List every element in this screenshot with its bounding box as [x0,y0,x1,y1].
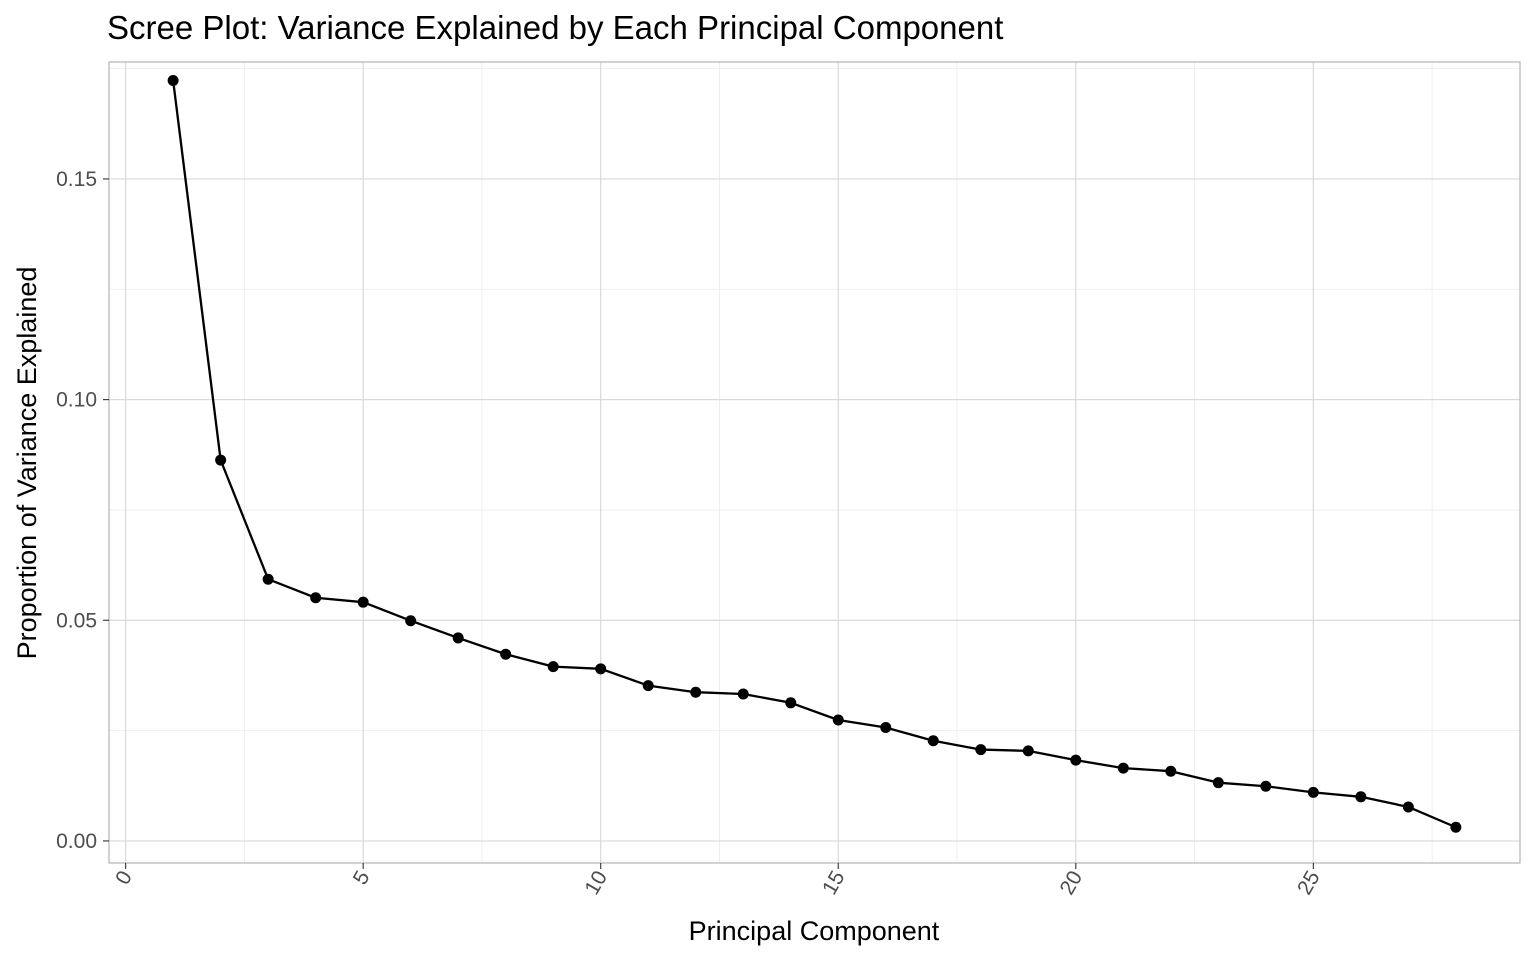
gridlines [109,62,1520,863]
x-axis-title: Principal Component [689,916,940,946]
data-point [832,714,844,726]
data-point [405,615,417,627]
y-axis-title: Proportion of Variance Explained [12,267,42,660]
data-point [880,722,892,734]
y-tick-label: 0.10 [56,389,97,412]
data-point [215,454,227,466]
data-point [547,661,559,673]
data-point [642,680,654,692]
data-point [1402,801,1414,813]
data-point [737,688,749,700]
data-point [1070,754,1082,766]
data-point [452,632,464,644]
data-point [1117,762,1129,774]
data-point [1022,745,1034,757]
data-series [167,75,1462,833]
panel-border [108,61,1521,864]
data-point [1450,821,1462,833]
data-point [1355,791,1367,803]
data-point [500,648,512,660]
y-tick-label: 0.05 [56,609,97,632]
data-point [927,735,939,747]
chart-title: Scree Plot: Variance Explained by Each P… [107,9,1003,46]
y-tick-label: 0.15 [56,168,97,191]
data-point [357,596,369,608]
data-point [1212,777,1224,789]
data-point [167,75,179,87]
data-point [690,686,702,698]
data-point [1307,786,1319,798]
data-point [262,573,274,585]
data-point [1260,780,1272,792]
y-tick-label: 0.00 [56,830,97,853]
data-point [595,663,607,675]
series-line [171,80,1457,829]
data-point [975,744,987,756]
data-point [785,697,797,709]
data-point [310,592,322,604]
data-point [1165,765,1177,777]
